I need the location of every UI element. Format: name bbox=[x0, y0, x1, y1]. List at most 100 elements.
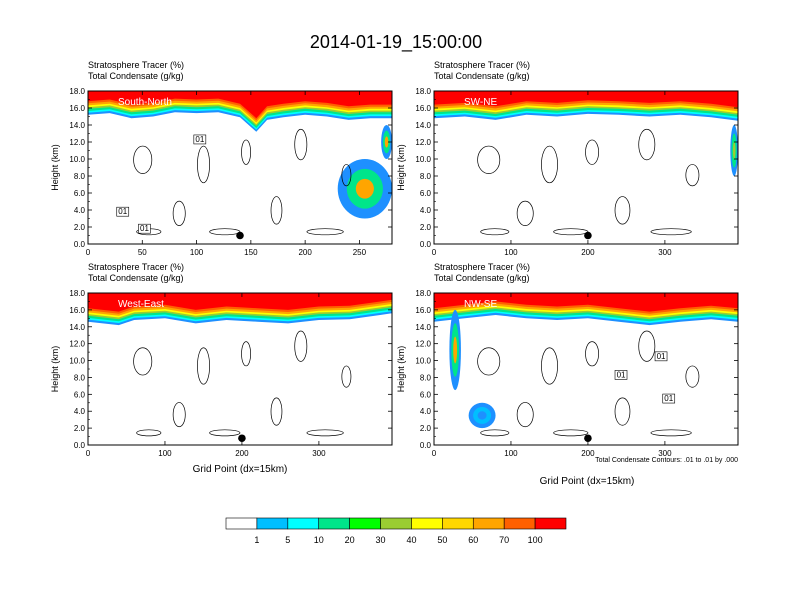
condensate-contour bbox=[209, 429, 241, 437]
x-tick-label: 200 bbox=[235, 449, 249, 458]
condensate-contour bbox=[480, 429, 510, 437]
condensate-contour bbox=[638, 330, 656, 362]
y-tick-label: 10.0 bbox=[69, 357, 85, 366]
y-tick-label: 4.0 bbox=[74, 206, 86, 215]
location-marker bbox=[584, 434, 592, 443]
x-tick-label: 100 bbox=[158, 449, 172, 458]
condensate-contour bbox=[685, 365, 700, 388]
contour-label: 01 bbox=[657, 352, 666, 361]
y-tick-label: 14.0 bbox=[69, 323, 85, 332]
x-tick-label: 150 bbox=[244, 248, 258, 257]
y-axis-label: Height (km) bbox=[396, 346, 406, 393]
subtitle-condensate: Total Condensate (g/kg) bbox=[88, 273, 184, 283]
subtitle-tracer: Stratosphere Tracer (%) bbox=[88, 262, 184, 272]
condensate-contour bbox=[585, 341, 599, 367]
x-axis-label-right: Grid Point (dx=15km) bbox=[540, 476, 635, 487]
y-tick-label: 2.0 bbox=[74, 424, 86, 433]
y-tick-label: 14.0 bbox=[415, 323, 431, 332]
condensate-contour bbox=[516, 402, 534, 428]
tracer-band-top bbox=[434, 293, 738, 312]
subtitle-condensate: Total Condensate (g/kg) bbox=[88, 71, 184, 81]
x-axis-label-left: Grid Point (dx=15km) bbox=[193, 464, 288, 475]
x-tick-label: 300 bbox=[658, 248, 672, 257]
colorbar-label: 30 bbox=[376, 535, 386, 545]
y-tick-label: 6.0 bbox=[74, 390, 86, 399]
colorbar-segment bbox=[380, 517, 412, 530]
colorbar-label: 40 bbox=[406, 535, 416, 545]
y-tick-label: 12.0 bbox=[415, 138, 431, 147]
x-tick-label: 200 bbox=[581, 449, 595, 458]
y-tick-label: 0.0 bbox=[74, 240, 86, 249]
contour-label-box bbox=[193, 134, 207, 145]
y-tick-label: 16.0 bbox=[415, 306, 431, 315]
condensate-contour bbox=[241, 139, 251, 165]
panel-sw-ne: Stratosphere Tracer (%)Total Condensate … bbox=[396, 60, 739, 257]
y-tick-label: 6.0 bbox=[74, 189, 86, 198]
contour-label-box bbox=[654, 351, 668, 362]
contour-label: 01 bbox=[617, 370, 626, 379]
condensate-contour bbox=[133, 145, 153, 174]
x-tick-label: 0 bbox=[432, 248, 437, 257]
colorbar-label: 70 bbox=[499, 535, 509, 545]
y-tick-label: 18.0 bbox=[69, 289, 85, 298]
condensate-contour bbox=[270, 397, 283, 426]
condensate-contour bbox=[197, 347, 210, 385]
colorbar-segment bbox=[256, 517, 289, 530]
y-tick-label: 6.0 bbox=[420, 390, 432, 399]
colorbar-segment bbox=[472, 517, 505, 530]
condensate-contour bbox=[553, 228, 589, 236]
condensate-contour bbox=[341, 365, 352, 388]
y-tick-label: 16.0 bbox=[415, 104, 431, 113]
y-axis-label: Height (km) bbox=[396, 144, 406, 191]
y-tick-label: 2.0 bbox=[420, 223, 432, 232]
location-marker bbox=[236, 231, 244, 240]
colorbar-segment bbox=[287, 517, 320, 530]
y-tick-label: 18.0 bbox=[415, 87, 431, 96]
colorbar-segment bbox=[411, 517, 443, 530]
y-tick-label: 8.0 bbox=[420, 373, 432, 382]
condensate-contour bbox=[294, 330, 308, 362]
contour-note: Total Condensate Contours: .01 to .01 by… bbox=[595, 457, 738, 464]
panel-nw-se: 01 01 01 Stratosphere Tracer (%)Total Conde… bbox=[396, 262, 739, 458]
condensate-contour bbox=[172, 200, 186, 226]
panel-label: South-North bbox=[118, 97, 172, 108]
y-tick-label: 0.0 bbox=[420, 441, 432, 450]
subtitle-tracer: Stratosphere Tracer (%) bbox=[434, 60, 530, 70]
x-tick-label: 0 bbox=[86, 449, 91, 458]
location-marker bbox=[584, 231, 592, 240]
contour-label-box bbox=[138, 223, 151, 234]
x-tick-label: 200 bbox=[298, 248, 312, 257]
y-tick-label: 16.0 bbox=[69, 104, 85, 113]
y-tick-label: 0.0 bbox=[420, 240, 432, 249]
colorbar-segment bbox=[318, 517, 350, 530]
y-tick-label: 14.0 bbox=[415, 121, 431, 130]
colorbar-label: 60 bbox=[468, 535, 478, 545]
colorbar: 1 5 10 20 30 40 50 60 70 100 bbox=[225, 517, 567, 545]
condensate-contour bbox=[241, 341, 251, 367]
y-tick-label: 4.0 bbox=[74, 407, 86, 416]
condensate-contour bbox=[306, 429, 344, 437]
y-tick-label: 12.0 bbox=[69, 340, 85, 349]
contour-label-box bbox=[662, 393, 676, 404]
colorbar-segment bbox=[442, 517, 474, 530]
condensate-contour bbox=[614, 397, 631, 426]
condensate-contour bbox=[270, 196, 283, 225]
y-tick-label: 10.0 bbox=[415, 357, 431, 366]
y-tick-label: 10.0 bbox=[415, 155, 431, 164]
colorbar-label: 5 bbox=[285, 535, 290, 545]
colorbar-segment bbox=[503, 517, 536, 530]
x-tick-label: 250 bbox=[353, 248, 367, 257]
location-marker bbox=[238, 434, 246, 443]
condensate-contour bbox=[650, 429, 692, 437]
colorbar-segment bbox=[349, 517, 381, 530]
x-tick-label: 300 bbox=[312, 449, 326, 458]
y-tick-label: 14.0 bbox=[69, 121, 85, 130]
contour-label: 01 bbox=[195, 135, 204, 144]
y-tick-label: 18.0 bbox=[415, 289, 431, 298]
condensate-contour bbox=[516, 200, 534, 226]
plot-area: 01 01 01 bbox=[434, 293, 738, 443]
condensate-contour bbox=[209, 228, 241, 236]
panel-label: NW-SE bbox=[464, 299, 497, 310]
